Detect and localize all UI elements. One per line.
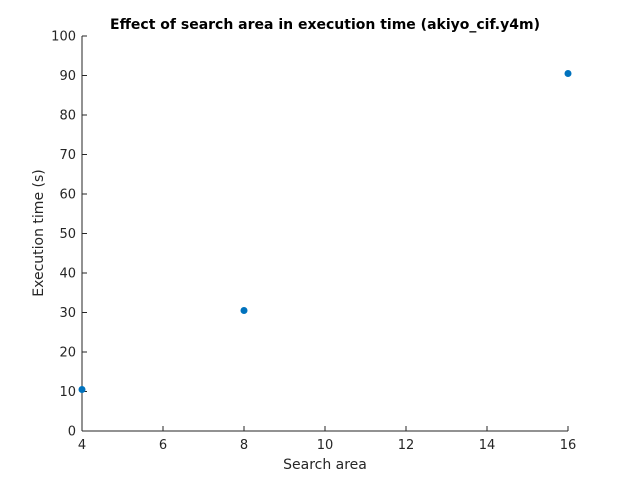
x-tick-label: 12 (398, 438, 415, 453)
y-tick-label: 20 (59, 346, 76, 361)
y-tick-label: 80 (59, 109, 76, 124)
y-tick-label: 50 (59, 227, 76, 242)
points-layer (78, 70, 572, 394)
y-axis-label: Execution time (s) (31, 169, 47, 296)
y-tick-label: 90 (59, 69, 76, 84)
x-axis-label: Search area (283, 457, 367, 473)
x-tick-label: 14 (479, 438, 496, 453)
y-tick-label: 70 (59, 148, 76, 163)
x-tick-label: 16 (560, 438, 577, 453)
x-tick-label: 10 (317, 438, 334, 453)
y-tick-label: 40 (59, 267, 76, 282)
chart-title: Effect of search area in execution time … (110, 17, 540, 33)
ticks-layer: 4 6 8 10 12 14 16 0 10 20 30 40 50 60 70 80 90 100 (51, 30, 576, 454)
data-point (78, 386, 86, 394)
data-point (564, 70, 572, 78)
y-tick-label: 0 (68, 425, 76, 440)
x-tick-label: 4 (78, 438, 86, 453)
y-tick-label: 60 (59, 188, 76, 203)
x-tick-label: 8 (240, 438, 248, 453)
y-tick-label: 100 (51, 30, 76, 45)
y-tick-label: 10 (59, 385, 76, 400)
x-tick-label: 6 (159, 438, 167, 453)
y-tick-label: 30 (59, 306, 76, 321)
data-point (240, 307, 248, 315)
